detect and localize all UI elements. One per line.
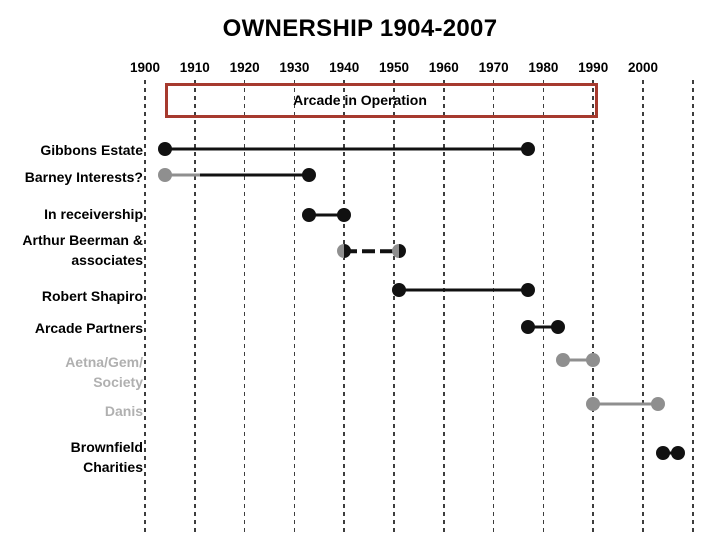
decade-gridline-1930: [293, 80, 296, 533]
timeline-dot-brownfield-charities: [655, 446, 670, 460]
timeline-segment-arthur-beerman-associates: [344, 249, 399, 253]
decade-gridline-1960: [443, 80, 445, 533]
timeline-dot-gibbons-estate: [157, 142, 172, 156]
timeline-segment-arcade-partners: [528, 325, 559, 329]
row-label-aetna-gem-society: Aetna/Gem/Society: [65, 354, 143, 390]
timeline-segment-gibbons-estate: [164, 147, 529, 151]
operation-band: [164, 83, 599, 118]
timeline-segment-aetna-gem-society: [563, 358, 594, 362]
decade-gridline-1920: [243, 80, 246, 533]
row-label-danis: Danis: [104, 403, 143, 419]
timeline-segment-danis: [593, 402, 658, 406]
chart-title: OWNERSHIP 1904-2007: [222, 15, 498, 42]
timeline-dot-robert-shapiro: [391, 283, 406, 297]
timeline-segment-robert-shapiro: [398, 288, 529, 292]
axis-tick-label-1980: 1980: [528, 60, 559, 75]
operation-band-label: Arcade in Operation: [293, 92, 427, 108]
row-label-barney-interests: Barney Interests?: [24, 169, 143, 185]
decade-gridline-1950: [393, 80, 395, 533]
timeline-dot-in-receivership: [302, 208, 317, 222]
timeline-dot-barney-interests: [302, 168, 317, 182]
timeline-dot-aetna-gem-society: [556, 353, 571, 367]
timeline-segment-brownfield-charities: [662, 451, 678, 455]
timeline-segment-in-receivership: [309, 213, 345, 217]
axis-tick-label-1970: 1970: [478, 60, 509, 75]
timeline-dot-gibbons-estate: [521, 142, 536, 156]
decade-gridline-2010: [692, 80, 694, 533]
row-label-brownfield-charities: Brownfield Charities: [70, 439, 143, 475]
timeline-dot-arcade-partners: [521, 320, 536, 334]
axis-tick-label-2000: 2000: [627, 60, 659, 75]
timeline-dot-in-receivership: [337, 208, 352, 222]
decade-gridline-1940: [343, 80, 345, 533]
axis-tick-label-1950: 1950: [378, 60, 410, 75]
timeline-dot-danis: [586, 397, 601, 411]
decade-gridline-1990: [592, 80, 594, 533]
timeline-segment-barney-interests: [199, 173, 310, 177]
axis-tick-label-1920: 1920: [229, 60, 260, 75]
timeline-dot-brownfield-charities: [670, 446, 685, 460]
timeline-dot-arcade-partners: [551, 320, 566, 334]
decade-gridline-1900: [144, 80, 146, 533]
axis-tick-label-1960: 1960: [428, 60, 459, 75]
decade-gridline-2000: [642, 80, 644, 533]
timeline-dot-robert-shapiro: [521, 283, 536, 297]
timeline-dot-barney-interests: [157, 168, 172, 182]
axis-tick-label-1910: 1910: [179, 60, 210, 75]
decade-gridline-1910: [194, 80, 196, 533]
decade-gridline-1970: [492, 80, 495, 533]
timeline-dot-arthur-beerman-associates: [391, 244, 406, 258]
decade-gridline-1980: [542, 80, 545, 533]
row-label-in-receivership: In receivership: [44, 206, 143, 222]
row-label-arthur-beerman-associates: Arthur Beerman & associates: [22, 232, 143, 268]
row-label-robert-shapiro: Robert Shapiro: [41, 288, 143, 304]
axis-tick-label-1990: 1990: [578, 60, 609, 75]
row-label-arcade-partners: Arcade Partners: [34, 320, 143, 336]
axis-tick-label-1900: 1900: [129, 60, 161, 75]
axis-tick-label-1930: 1930: [279, 60, 310, 75]
timeline-dot-arthur-beerman-associates: [337, 244, 352, 258]
axis-tick-label-1940: 1940: [329, 60, 360, 75]
timeline-dot-aetna-gem-society: [586, 353, 601, 367]
row-label-gibbons-estate: Gibbons Estate: [40, 142, 143, 158]
timeline-segment-barney-interests: [164, 173, 200, 177]
timeline-dot-danis: [650, 397, 665, 411]
